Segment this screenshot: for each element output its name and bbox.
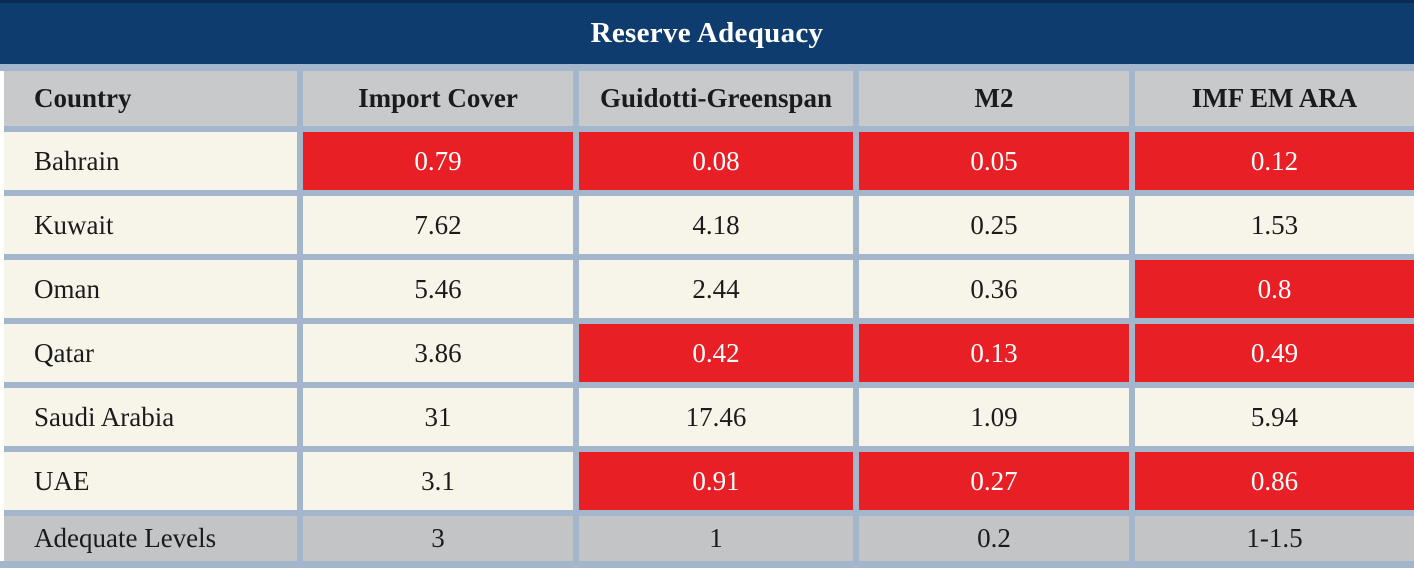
cell-country: Bahrain — [4, 126, 303, 196]
cell-value: 1.09 — [853, 382, 1135, 452]
cell-footer-label: Adequate Levels — [4, 510, 303, 561]
cell-value: 3.1 — [297, 446, 579, 516]
row-oman: Oman 5.46 2.44 0.36 0.8 — [4, 254, 1414, 324]
cell-value: 4.18 — [573, 190, 859, 260]
cell-value: 0.05 — [853, 126, 1135, 196]
table-title: Reserve Adequacy — [590, 17, 824, 49]
cell-value: 31 — [297, 382, 579, 452]
col-header-m2: M2 — [853, 71, 1135, 132]
cell-value: 0.86 — [1129, 446, 1414, 516]
cell-value: 17.46 — [573, 382, 859, 452]
reserve-adequacy-table: Country Import Cover Guidotti-Greenspan … — [4, 71, 1414, 561]
row-adequate-levels: Adequate Levels 3 1 0.2 1-1.5 — [4, 510, 1414, 561]
col-header-country: Country — [4, 71, 303, 132]
row-saudi-arabia: Saudi Arabia 31 17.46 1.09 5.94 — [4, 382, 1414, 452]
cell-footer-value: 0.2 — [853, 510, 1135, 561]
title-divider — [0, 64, 1414, 71]
bottom-border — [0, 561, 1414, 568]
cell-value: 0.36 — [853, 254, 1135, 324]
table-title-bar: Reserve Adequacy — [0, 0, 1414, 64]
cell-value: 7.62 — [297, 190, 579, 260]
row-qatar: Qatar 3.86 0.42 0.13 0.49 — [4, 318, 1414, 388]
cell-value: 0.79 — [297, 126, 579, 196]
cell-value: 0.27 — [853, 446, 1135, 516]
cell-value: 0.91 — [573, 446, 859, 516]
cell-value: 0.49 — [1129, 318, 1414, 388]
cell-value: 0.12 — [1129, 126, 1414, 196]
row-bahrain: Bahrain 0.79 0.08 0.05 0.12 — [4, 126, 1414, 196]
cell-footer-value: 3 — [297, 510, 579, 561]
cell-value: 0.13 — [853, 318, 1135, 388]
cell-value: 0.42 — [573, 318, 859, 388]
col-header-guidotti-greenspan: Guidotti-Greenspan — [573, 71, 859, 132]
cell-footer-value: 1 — [573, 510, 859, 561]
row-uae: UAE 3.1 0.91 0.27 0.86 — [4, 446, 1414, 516]
cell-country: Kuwait — [4, 190, 303, 260]
cell-value: 5.94 — [1129, 382, 1414, 452]
header-row: Country Import Cover Guidotti-Greenspan … — [4, 71, 1414, 132]
cell-country: Qatar — [4, 318, 303, 388]
cell-country: UAE — [4, 446, 303, 516]
cell-value: 0.08 — [573, 126, 859, 196]
cell-value: 0.25 — [853, 190, 1135, 260]
col-header-import-cover: Import Cover — [297, 71, 579, 132]
row-kuwait: Kuwait 7.62 4.18 0.25 1.53 — [4, 190, 1414, 260]
cell-value: 1.53 — [1129, 190, 1414, 260]
cell-country: Saudi Arabia — [4, 382, 303, 452]
cell-value: 2.44 — [573, 254, 859, 324]
col-header-imf-em-ara: IMF EM ARA — [1129, 71, 1414, 132]
cell-value: 0.8 — [1129, 254, 1414, 324]
cell-value: 3.86 — [297, 318, 579, 388]
cell-footer-value: 1-1.5 — [1129, 510, 1414, 561]
cell-value: 5.46 — [297, 254, 579, 324]
cell-country: Oman — [4, 254, 303, 324]
